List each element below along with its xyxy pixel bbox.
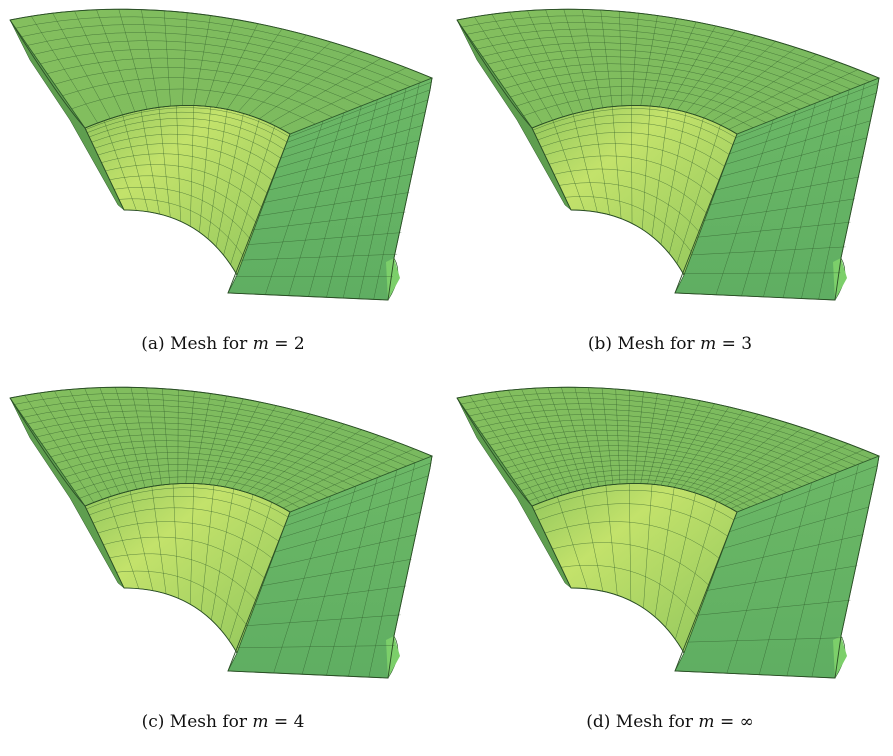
mesh-lines — [15, 9, 432, 300]
inner-top-edge — [531, 104, 738, 135]
outer-edge — [9, 386, 433, 457]
hole-edge — [123, 587, 238, 654]
mesh-render-b — [456, 8, 881, 301]
subfigure-b: (b) Mesh for m = 3 — [447, 0, 893, 378]
outer-edge — [456, 8, 880, 79]
left-outline — [456, 19, 572, 211]
caption-b: (b) Mesh for m = 3 — [587, 334, 753, 354]
caption-a: (a) Mesh for m = 2 — [141, 334, 305, 354]
inner-top-edge — [84, 104, 291, 135]
mesh-lines — [461, 387, 878, 678]
side-outline — [674, 77, 880, 301]
inner-top-edge — [531, 482, 738, 513]
caption-c: (c) Mesh for m = 4 — [141, 712, 305, 732]
inner-top-edge — [84, 482, 291, 513]
side-outline — [227, 77, 433, 301]
mesh-lines — [461, 9, 879, 300]
outer-edge — [456, 386, 880, 457]
outer-edge — [9, 8, 433, 79]
hole-edge — [570, 209, 685, 276]
mesh-render-a — [9, 8, 434, 301]
left-outline — [9, 19, 125, 211]
caption-d: (d) Mesh for m = ∞ — [586, 712, 754, 732]
mesh-render-c — [9, 386, 434, 679]
hole-edge — [123, 209, 238, 276]
mesh-lines — [14, 387, 431, 678]
side-outline — [674, 455, 880, 679]
mesh-render-d — [456, 386, 881, 679]
subfigure-a: (a) Mesh for m = 2 — [0, 0, 446, 378]
left-outline — [9, 397, 125, 589]
hole-edge — [570, 587, 685, 654]
subfigure-c: (c) Mesh for m = 4 — [0, 378, 446, 756]
side-outline — [227, 455, 433, 679]
left-outline — [456, 397, 572, 589]
subfigure-d: (d) Mesh for m = ∞ — [447, 378, 893, 756]
